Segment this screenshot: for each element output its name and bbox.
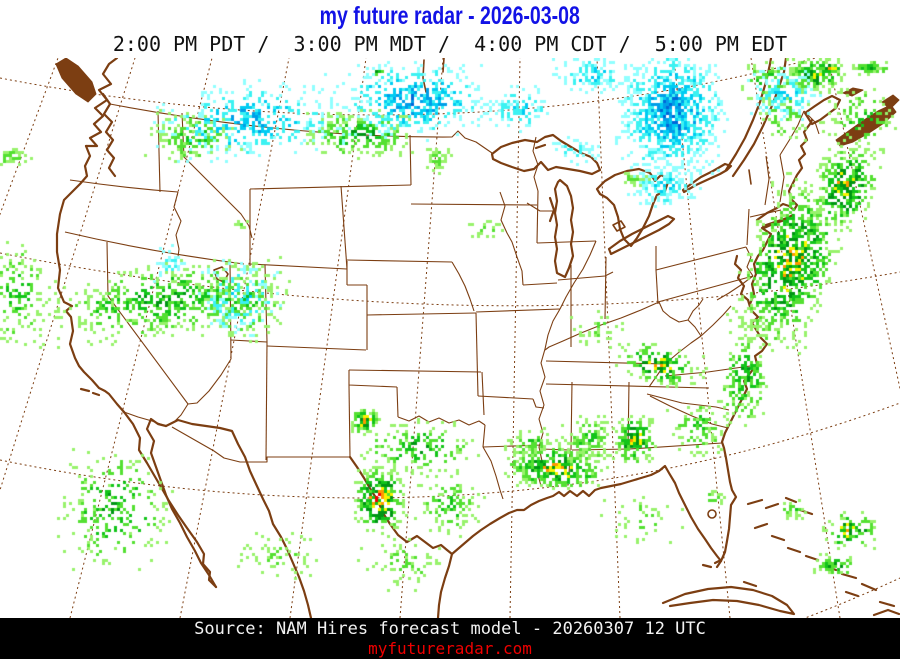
header: my future radar - 2026-03-08 2:00 PM PDT…: [0, 0, 900, 58]
page-title-text: my future radar - 2026-03-08: [319, 2, 581, 30]
source-text: Source: NAM Hires forecast model - 20260…: [194, 619, 706, 639]
valid-times-line: 2:00 PM PDT / 3:00 PM MDT / 4:00 PM CDT …: [112, 32, 788, 56]
page-title: my future radar - 2026-03-08: [0, 2, 900, 31]
website-text: myfutureradar.com: [368, 639, 532, 658]
footer-bar: Source: NAM Hires forecast model - 20260…: [0, 618, 900, 659]
weather-map: [0, 58, 900, 618]
precipitation-canvas: [0, 58, 900, 618]
